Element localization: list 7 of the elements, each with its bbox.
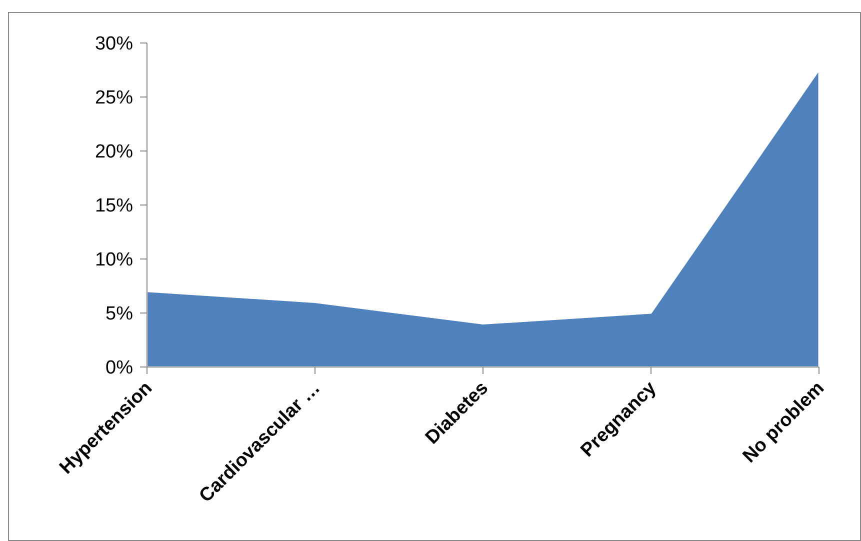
y-tick-label: 25% [94,88,134,109]
y-tick-label: 5% [106,304,134,325]
y-tick-label: 30% [94,34,134,55]
y-tick-label: 20% [94,142,134,163]
y-tick-label: 10% [94,250,134,271]
y-tick-label: 0% [106,358,134,379]
y-tick-label: 15% [94,196,134,217]
